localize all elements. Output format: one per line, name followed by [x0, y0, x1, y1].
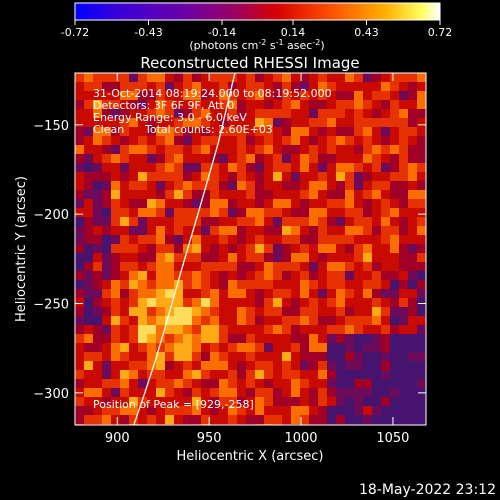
- annotation-total-counts: Total counts: 2.60E+03: [144, 123, 273, 136]
- annotation-date-range: 31-Oct-2014 08:19:24.000 to 08:19:52.000: [93, 87, 332, 100]
- solar-limb-curve: [133, 73, 236, 425]
- colorbar-tick-label: -0.14: [208, 26, 236, 39]
- x-axis-label: Heliocentric X (arcsec): [177, 449, 324, 464]
- y-tick-label: −300: [33, 387, 69, 402]
- colorbar-tick-label: 0.14: [281, 26, 306, 39]
- colorbar: [74, 2, 441, 21]
- axis-ticks: 900 950 1000 1050 −150 −200 −250 −300: [33, 73, 426, 446]
- y-axis-label: Heliocentric Y (arcsec): [14, 176, 29, 322]
- colorbar-tick-label: -0.72: [61, 26, 89, 39]
- x-tick-label: 1000: [284, 431, 317, 446]
- footer-date: 18-May-2022 23:12: [358, 482, 496, 498]
- annotation-detectors: Detectors: 3F 6F 9F, Att 0: [93, 99, 234, 112]
- annotation-clean: Clean: [93, 123, 124, 136]
- y-tick-label: −150: [33, 119, 69, 134]
- chart-title: Reconstructed RHESSI Image: [140, 54, 359, 72]
- y-tick-label: −200: [33, 208, 69, 223]
- x-tick-label: 1050: [376, 431, 409, 446]
- x-tick-label: 900: [105, 431, 130, 446]
- annotation-peak: Position of Peak = [929,-258]: [93, 398, 254, 411]
- colorbar-tick-label: 0.43: [354, 26, 379, 39]
- x-tick-label: 950: [197, 431, 222, 446]
- colorbar-tick-label: -0.43: [134, 26, 162, 39]
- colorbar-tick-label: 0.72: [428, 26, 453, 39]
- colorbar-unit-label: (photons cm-2 s-1 asec-2): [189, 38, 324, 52]
- y-tick-label: −250: [33, 297, 69, 312]
- heatmap-image: [75, 73, 426, 425]
- colorbar-ticks: -0.72 -0.43 -0.14 0.14 0.43 0.72: [61, 20, 452, 39]
- annotations: 31-Oct-2014 08:19:24.000 to 08:19:52.000…: [93, 87, 332, 411]
- annotation-energy: Energy Range: 3.0 - 6.0 keV: [93, 111, 247, 124]
- plot-frame: [74, 72, 427, 426]
